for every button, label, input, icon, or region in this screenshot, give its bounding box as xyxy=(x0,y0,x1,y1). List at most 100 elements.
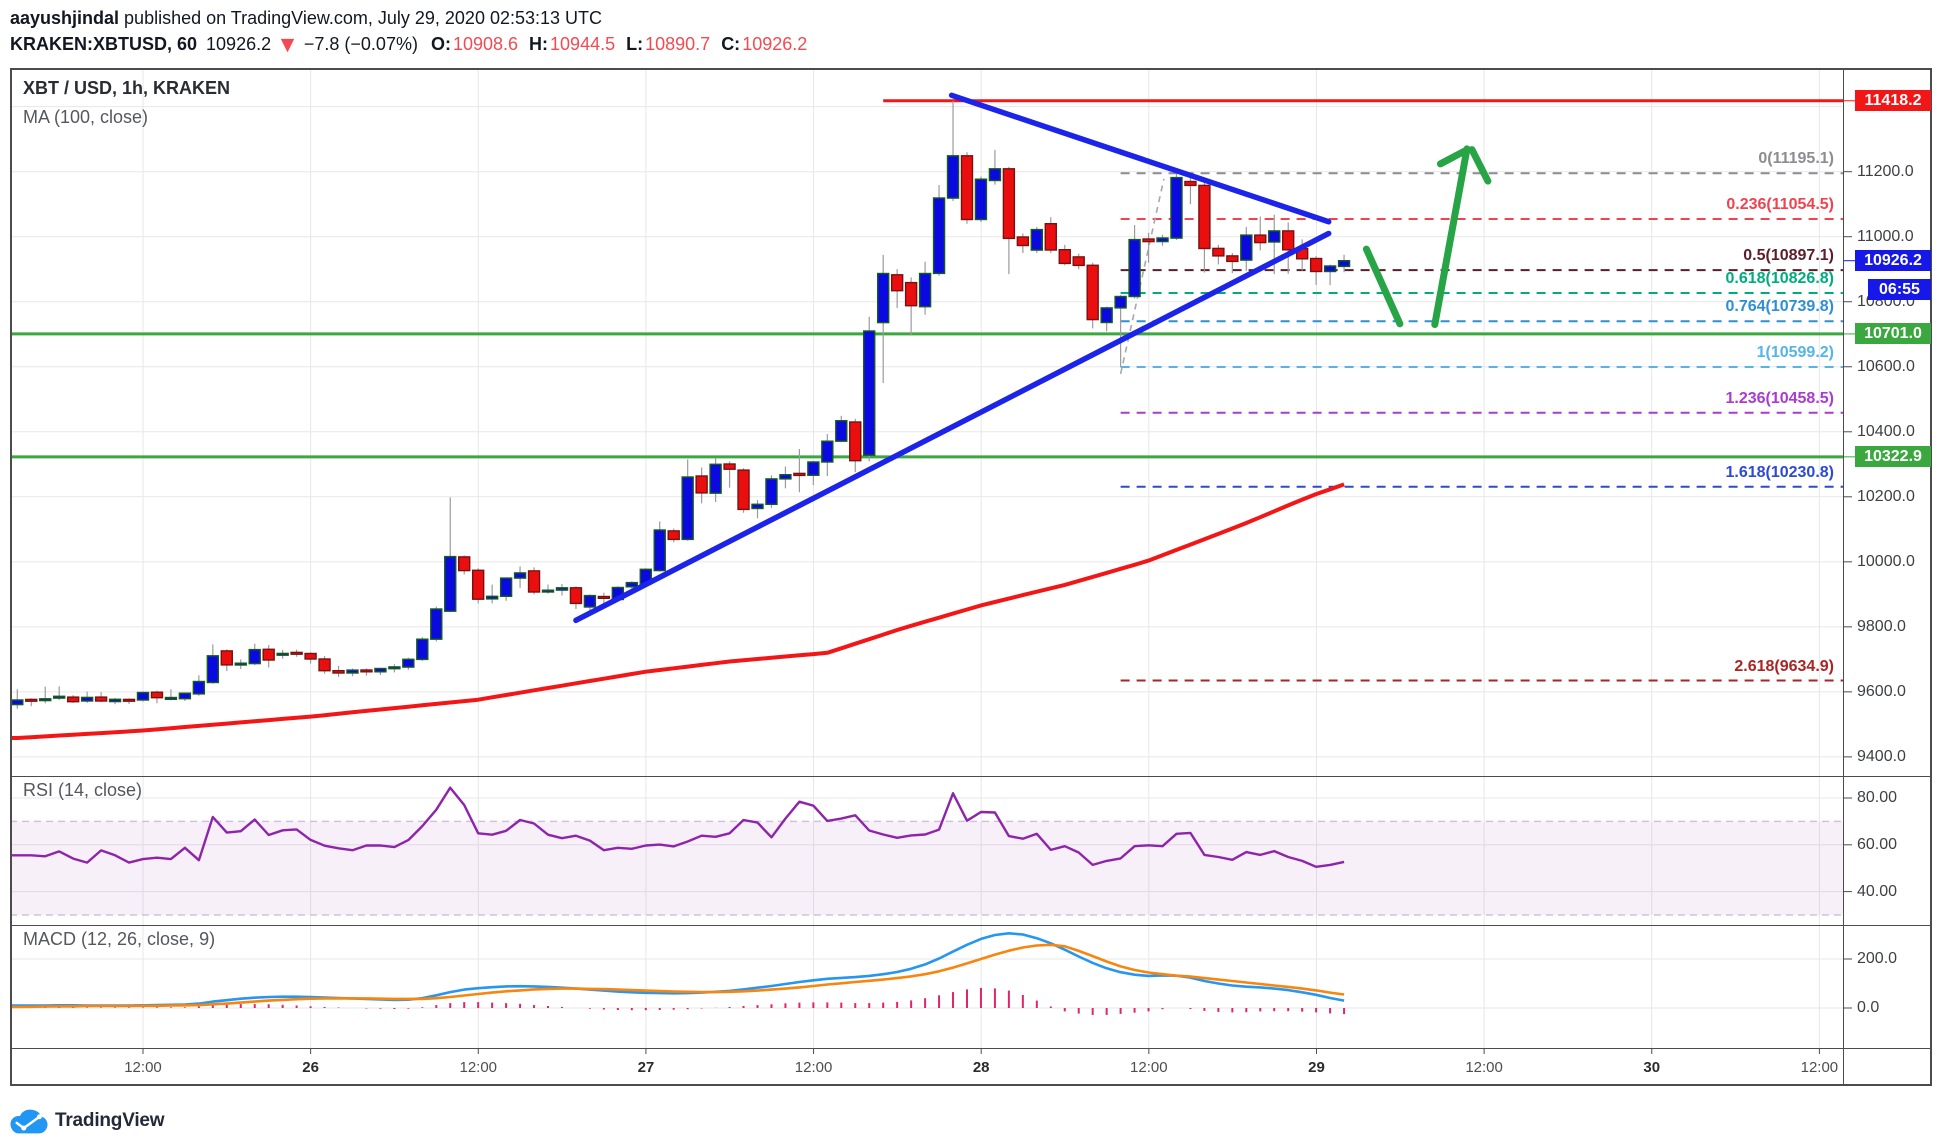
macd-histogram-bar xyxy=(952,992,955,1008)
time-axis-label[interactable]: 28 xyxy=(972,1059,990,1076)
trendline[interactable] xyxy=(948,92,1332,225)
price-axis-label[interactable]: 10200.0 xyxy=(1857,487,1915,505)
tradingview-logo-text: TradingView xyxy=(55,1110,165,1131)
open-value: 10908.6 xyxy=(452,34,519,54)
candle-down xyxy=(25,698,38,702)
candle-down xyxy=(1086,264,1099,321)
price-axis-label[interactable]: 9600.0 xyxy=(1857,682,1906,700)
candle-down xyxy=(262,648,275,661)
macd-histogram-bar xyxy=(1133,1008,1136,1013)
ma-100-line xyxy=(10,482,1345,740)
macd-histogram-bar xyxy=(1189,1008,1192,1009)
pane-divider[interactable] xyxy=(10,925,1932,926)
candle-up xyxy=(192,680,206,695)
macd-histogram-bar xyxy=(840,1002,843,1008)
time-tick-mark xyxy=(1651,1048,1653,1054)
macd-histogram-bar xyxy=(281,1004,284,1008)
candle-down xyxy=(220,650,233,666)
price-axis-label[interactable]: 9400.0 xyxy=(1857,747,1906,765)
chart-legend-symbol[interactable]: XBT / USD, 1h, KRAKEN xyxy=(23,78,231,98)
time-tick-mark xyxy=(813,1048,815,1054)
macd-axis-label[interactable]: 200.0 xyxy=(1857,950,1898,967)
badge-tick-mark xyxy=(1844,260,1855,262)
price-axis-label[interactable]: 10000.0 xyxy=(1857,552,1915,570)
candle-down xyxy=(1142,238,1155,243)
rsi-line xyxy=(10,786,1345,868)
price-axis-label[interactable]: 11000.0 xyxy=(1857,227,1914,245)
candle-up xyxy=(1114,295,1127,309)
candle-down xyxy=(904,281,918,307)
price-tick-mark xyxy=(1844,1007,1852,1009)
candle-down xyxy=(1254,234,1267,244)
macd-histogram-bar xyxy=(1287,1008,1290,1012)
macd-histogram-bar xyxy=(979,987,982,1008)
author-name: aayushjindal xyxy=(10,8,120,28)
macd-histogram-bar xyxy=(644,1008,647,1011)
macd-histogram-bar xyxy=(1077,1008,1080,1014)
candle-up xyxy=(709,463,722,494)
price-axis-label[interactable]: 10600.0 xyxy=(1857,357,1915,375)
macd-histogram-bar xyxy=(1329,1008,1332,1014)
macd-histogram-bar xyxy=(365,1008,368,1009)
rsi-axis-label[interactable]: 40.00 xyxy=(1857,882,1898,900)
price-axis-label[interactable]: 10400.0 xyxy=(1857,422,1915,440)
fib-level-label: 2.618(9634.9) xyxy=(1734,657,1834,675)
trendline[interactable] xyxy=(573,230,1332,624)
chart-frame-borders xyxy=(10,68,1932,1086)
pane-divider[interactable] xyxy=(10,1048,1932,1049)
candle-up xyxy=(918,272,932,308)
time-axis-label[interactable]: 29 xyxy=(1308,1059,1325,1076)
macd-histogram-bar xyxy=(812,1002,815,1008)
price-tick-mark xyxy=(1844,496,1852,498)
frame-bottom-border xyxy=(10,1084,1932,1086)
macd-histogram-bar xyxy=(114,1007,117,1008)
fib-level-label: 0.618(10826.8) xyxy=(1725,270,1834,288)
candle-down xyxy=(1016,236,1030,247)
chart-legend-ma-indicator[interactable]: MA (100, close) xyxy=(23,107,149,127)
rsi-pane-label[interactable]: RSI (14, close) xyxy=(23,780,143,800)
fib-level-label: 0(11195.1) xyxy=(1758,150,1834,168)
macd-histogram-bar xyxy=(1007,990,1010,1008)
time-axis-label[interactable]: 12:00 xyxy=(459,1059,498,1076)
rsi-axis-label[interactable]: 60.00 xyxy=(1857,835,1898,853)
macd-histogram-bar xyxy=(938,995,941,1008)
time-axis-label[interactable]: 26 xyxy=(302,1059,319,1076)
time-axis-label[interactable]: 12:00 xyxy=(124,1059,162,1076)
time-tick-mark xyxy=(1315,1048,1317,1054)
time-axis-label[interactable]: 30 xyxy=(1643,1059,1661,1076)
pane-divider[interactable] xyxy=(10,776,1932,777)
price-axis-label[interactable]: 11200.0 xyxy=(1857,162,1914,180)
price-axis-label[interactable]: 9800.0 xyxy=(1857,617,1906,635)
drawn-arrow[interactable] xyxy=(1362,245,1404,328)
macd-histogram-bar xyxy=(560,1007,563,1008)
time-axis-label[interactable]: 12:00 xyxy=(1130,1059,1168,1076)
macd-histogram-bar xyxy=(616,1008,619,1010)
macd-histogram-bar xyxy=(770,1004,773,1008)
macd-axis-label[interactable]: 0.0 xyxy=(1857,999,1880,1016)
drawn-arrow[interactable] xyxy=(1436,146,1470,168)
candle-down xyxy=(1044,222,1057,251)
macd-pane-label[interactable]: MACD (12, 26, close, 9) xyxy=(23,929,216,949)
time-axis-label[interactable]: 12:00 xyxy=(1800,1059,1839,1076)
time-axis-label[interactable]: 27 xyxy=(637,1059,655,1076)
time-axis-label[interactable]: 12:00 xyxy=(794,1059,833,1076)
time-tick-mark xyxy=(142,1048,144,1054)
drawn-arrow[interactable] xyxy=(1468,146,1492,185)
macd-histogram-bar xyxy=(141,1007,144,1008)
drawn-arrow[interactable] xyxy=(1431,145,1471,328)
macd-histogram-bar xyxy=(868,1003,871,1008)
candle-up xyxy=(1170,176,1183,239)
macd-signal-line xyxy=(10,943,1345,1009)
candle-down xyxy=(1212,247,1225,257)
macd-histogram-bar xyxy=(896,1001,899,1008)
price-tick-mark xyxy=(1844,301,1852,303)
candle-down xyxy=(569,587,583,605)
candle-down xyxy=(1198,184,1211,250)
macd-histogram-bar xyxy=(435,1005,438,1008)
tradingview-logo[interactable]: TradingView xyxy=(10,1106,165,1136)
macd-histogram-bar xyxy=(533,1005,536,1008)
macd-histogram-bar xyxy=(169,1007,172,1008)
time-axis-label[interactable]: 12:00 xyxy=(1465,1059,1503,1076)
rsi-axis-label[interactable]: 80.00 xyxy=(1857,789,1898,806)
